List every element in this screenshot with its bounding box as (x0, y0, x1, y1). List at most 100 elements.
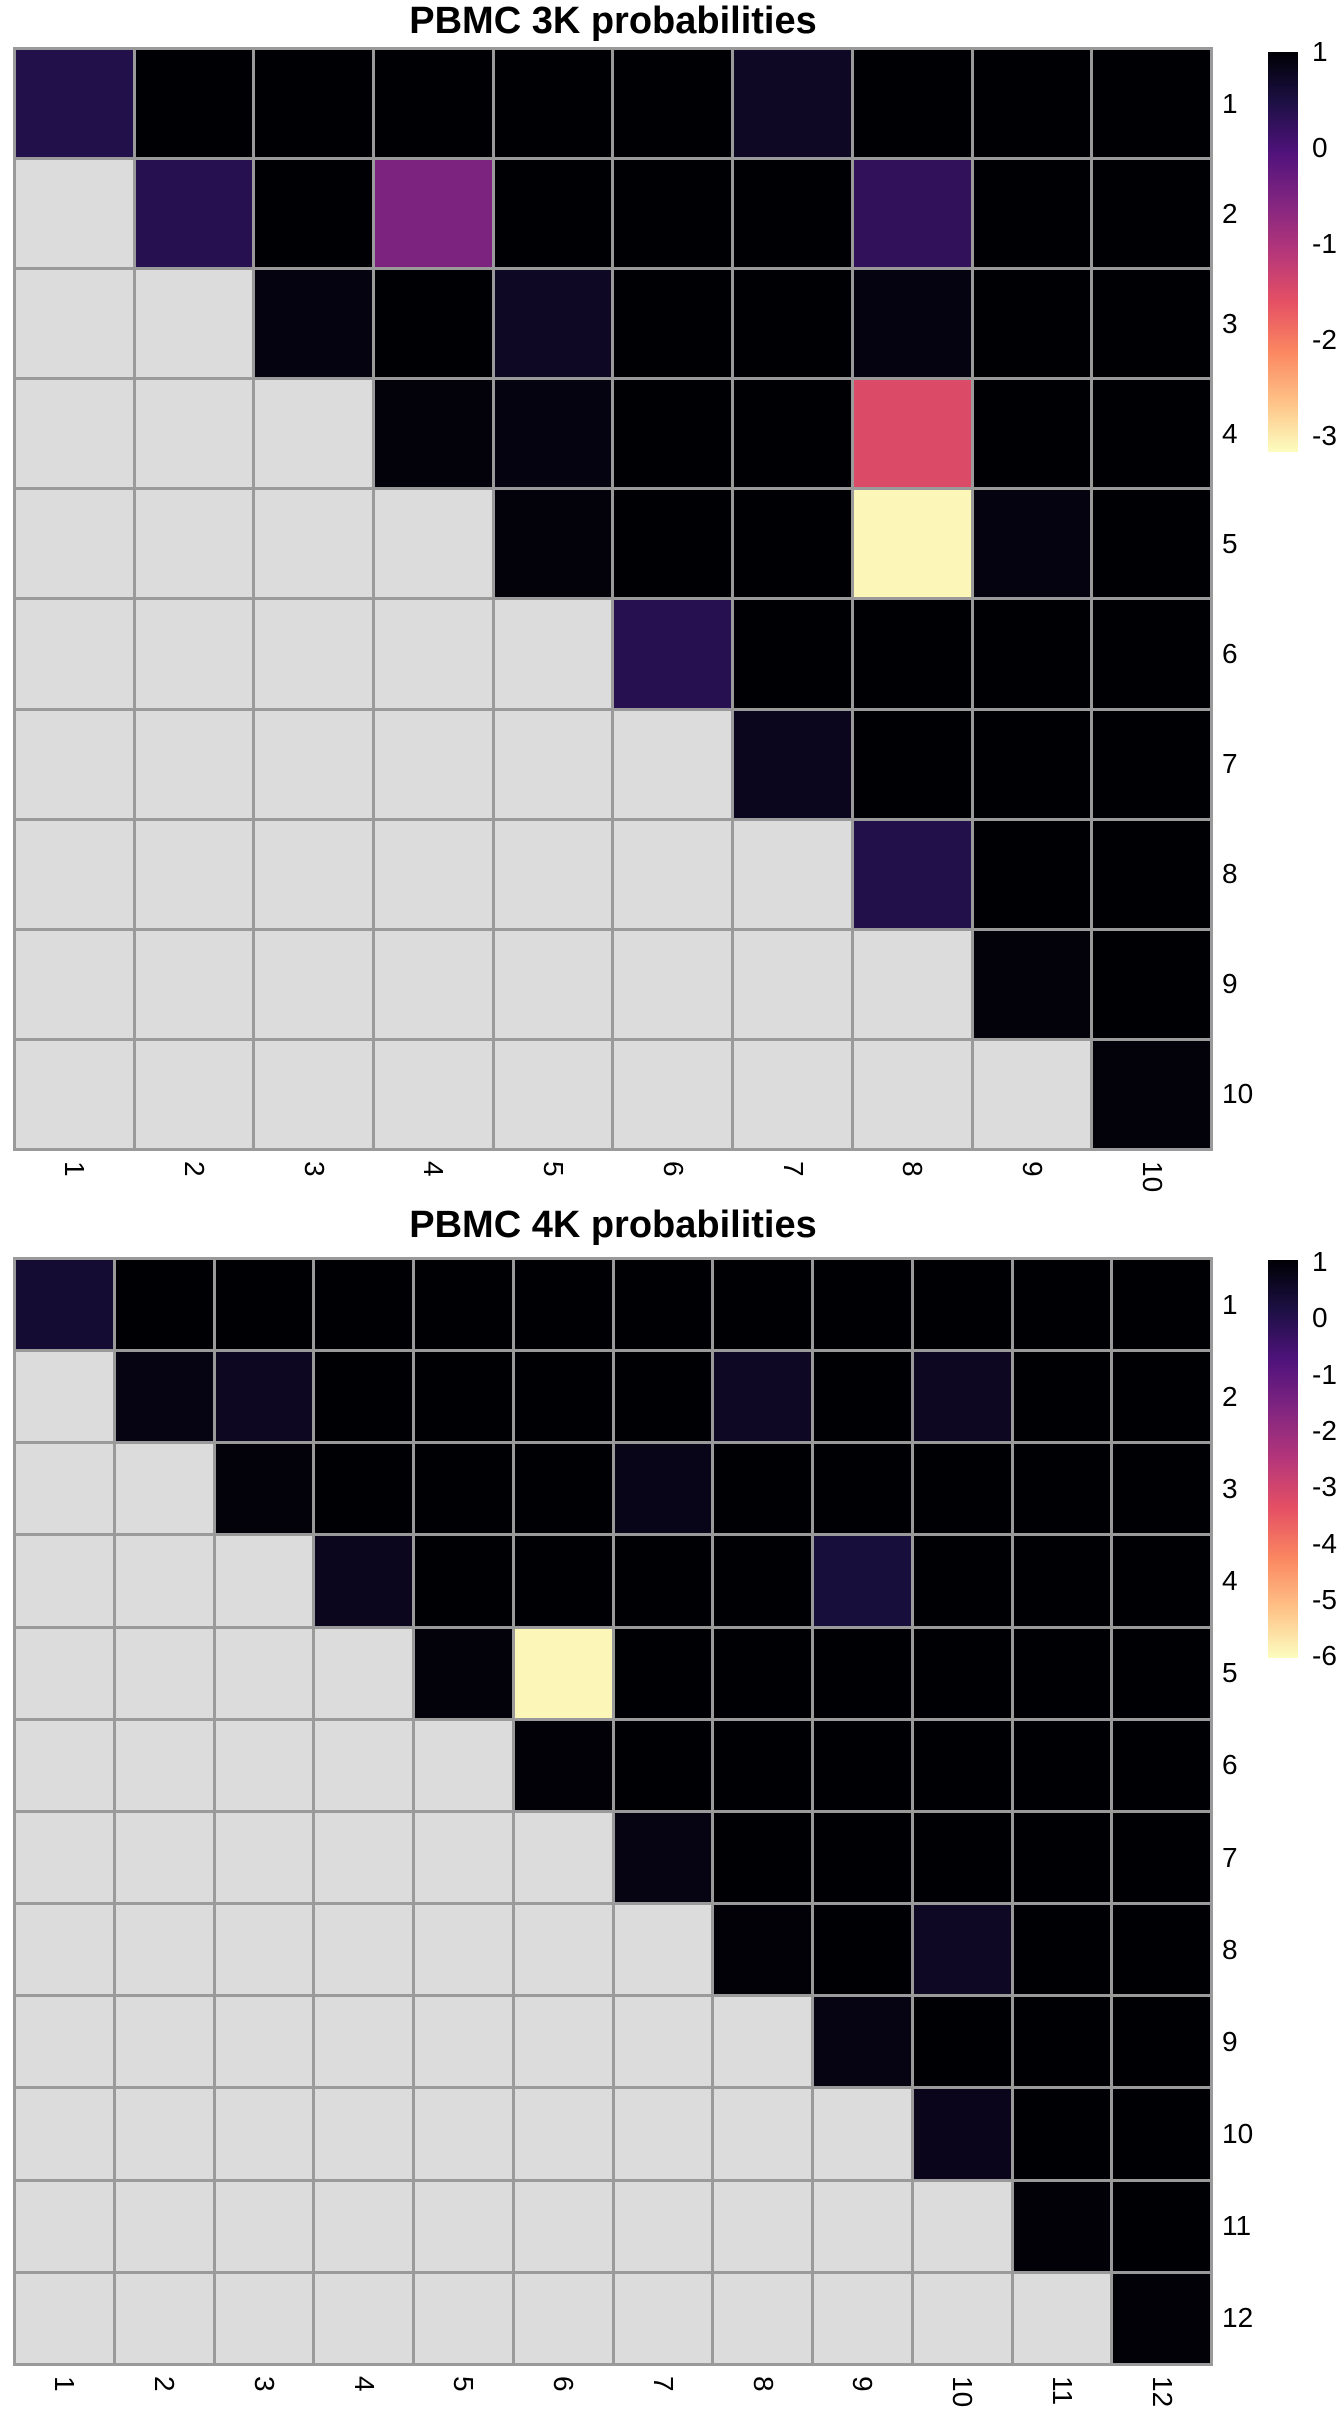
row-label-4: 4 (1222, 1565, 1238, 1597)
heatmap-cell-r8c2 (115, 1905, 213, 1995)
heatmap-cell-r2c2 (115, 1352, 213, 1442)
heatmap-cell-r1c2 (135, 50, 253, 158)
heatmap-cell-r5c2 (115, 1628, 213, 1718)
heatmap-cell-r7c6 (614, 710, 732, 818)
heatmap-cell-r6c1 (16, 600, 133, 708)
heatmap-cell-r9c7 (614, 1997, 712, 2087)
heatmap-cell-r6c8 (714, 1720, 811, 1810)
row-label-10: 10 (1222, 2118, 1254, 2150)
row-label-12: 12 (1222, 2302, 1254, 2334)
heatmap-cell-r7c4 (375, 710, 492, 818)
pbmc4k-title: PBMC 4K probabilities (409, 1204, 817, 1246)
heatmap-cell-r8c10 (913, 1905, 1011, 1995)
heatmap-cell-r4c2 (135, 380, 253, 488)
col-label-4: 4 (348, 2376, 380, 2392)
heatmap-cell-r11c9 (814, 2181, 911, 2271)
heatmap-cell-r9c1 (16, 930, 133, 1038)
col-label-6: 6 (657, 1161, 689, 1177)
heatmap-cell-r8c7 (614, 1905, 712, 1995)
heatmap-cell-r1c7 (614, 1260, 712, 1350)
heatmap-cell-r6c10 (1093, 600, 1210, 708)
row-label-4: 4 (1222, 417, 1238, 449)
row-label-8: 8 (1222, 858, 1238, 890)
heatmap-cell-r7c12 (1113, 1812, 1210, 1903)
heatmap-cell-r7c11 (1013, 1812, 1111, 1903)
heatmap-cell-r5c10 (913, 1628, 1011, 1718)
heatmap-cell-r10c11 (1013, 2089, 1111, 2179)
heatmap-cell-r2c10 (913, 1352, 1011, 1442)
row-label-2: 2 (1222, 1380, 1238, 1412)
heatmap-cell-r12c11 (1013, 2273, 1111, 2363)
col-label-10: 10 (947, 2376, 979, 2408)
heatmap-cell-r7c7 (614, 1812, 712, 1903)
colorbar-tick--6: -6 (1312, 1640, 1337, 1672)
colorbar-tick-1: 1 (1312, 36, 1328, 67)
heatmap-cell-r6c9 (814, 1720, 911, 1810)
heatmap-cell-r4c10 (1093, 380, 1210, 488)
col-label-2: 2 (149, 2376, 181, 2392)
heatmap-cell-r7c8 (853, 710, 971, 818)
row-label-7: 7 (1222, 748, 1238, 780)
heatmap-cell-r9c2 (115, 1997, 213, 2087)
heatmap-cell-r2c8 (853, 160, 971, 268)
pbmc3k-title: PBMC 3K probabilities (409, 0, 817, 42)
heatmap-cell-r12c8 (714, 2273, 811, 2363)
heatmap-cell-r12c3 (215, 2273, 313, 2363)
heatmap-cell-r3c11 (1013, 1444, 1111, 1534)
heatmap-cell-r3c9 (973, 270, 1091, 378)
heatmap-cell-r1c6 (614, 50, 732, 158)
heatmap-cell-r8c4 (315, 1905, 412, 1995)
heatmap-cell-r1c3 (255, 50, 373, 158)
heatmap-cell-r5c9 (973, 490, 1091, 598)
heatmap-cell-r1c9 (973, 50, 1091, 158)
heatmap-cell-r4c3 (215, 1536, 313, 1626)
colorbar-tick--3: -3 (1312, 1471, 1337, 1503)
heatmap-cell-r4c3 (255, 380, 373, 488)
heatmap-cell-r7c9 (973, 710, 1091, 818)
heatmap-cell-r10c4 (375, 1040, 492, 1148)
heatmap-cell-r9c9 (973, 930, 1091, 1038)
heatmap-cell-r10c7 (614, 2089, 712, 2179)
heatmap-cell-r12c2 (115, 2273, 213, 2363)
heatmap-cell-r4c9 (973, 380, 1091, 488)
heatmap-cell-r8c4 (375, 820, 492, 928)
heatmap-cell-r5c3 (255, 490, 373, 598)
heatmap-cell-r8c11 (1013, 1905, 1111, 1995)
col-label-5: 5 (538, 1161, 570, 1177)
heatmap-cell-r7c9 (814, 1812, 911, 1903)
heatmap-cell-r3c10 (1093, 270, 1210, 378)
col-label-12: 12 (1146, 2376, 1178, 2408)
heatmap-cell-r9c7 (734, 930, 851, 1038)
heatmap-cell-r7c1 (16, 710, 133, 818)
heatmap-cell-r5c8 (853, 490, 971, 598)
heatmap-cell-r1c9 (814, 1260, 911, 1350)
heatmap-cell-r1c10 (1093, 50, 1210, 158)
heatmap-cell-r8c2 (135, 820, 253, 928)
heatmap-cell-r4c11 (1013, 1536, 1111, 1626)
col-label-1: 1 (59, 1161, 91, 1177)
heatmap-cell-r2c12 (1113, 1352, 1210, 1442)
heatmap-cell-r12c1 (16, 2273, 113, 2363)
heatmap-cell-r7c10 (1093, 710, 1210, 818)
heatmap-cell-r11c2 (115, 2181, 213, 2271)
heatmap-cell-r3c2 (115, 1444, 213, 1534)
heatmap-cell-r10c3 (215, 2089, 313, 2179)
heatmap-cell-r1c12 (1113, 1260, 1210, 1350)
col-label-8: 8 (747, 2376, 779, 2392)
heatmap-cell-r6c3 (215, 1720, 313, 1810)
heatmap-cell-r5c1 (16, 490, 133, 598)
heatmap-cell-r8c10 (1093, 820, 1210, 928)
heatmap-cell-r10c5 (494, 1040, 612, 1148)
heatmap-cell-r2c2 (135, 160, 253, 268)
colorbar-tick--3: -3 (1312, 420, 1337, 451)
heatmap-cell-r11c7 (614, 2181, 712, 2271)
heatmap-cell-r9c12 (1113, 1997, 1210, 2087)
row-label-6: 6 (1222, 1749, 1238, 1781)
heatmap-cell-r8c6 (514, 1905, 612, 1995)
heatmap-cell-r1c10 (913, 1260, 1011, 1350)
colorbar-tick--1: -1 (1312, 1358, 1337, 1390)
pbmc3k-heatmap-grid (13, 47, 1213, 1151)
row-label-11: 11 (1222, 2210, 1252, 2242)
heatmap-cell-r4c6 (614, 380, 732, 488)
